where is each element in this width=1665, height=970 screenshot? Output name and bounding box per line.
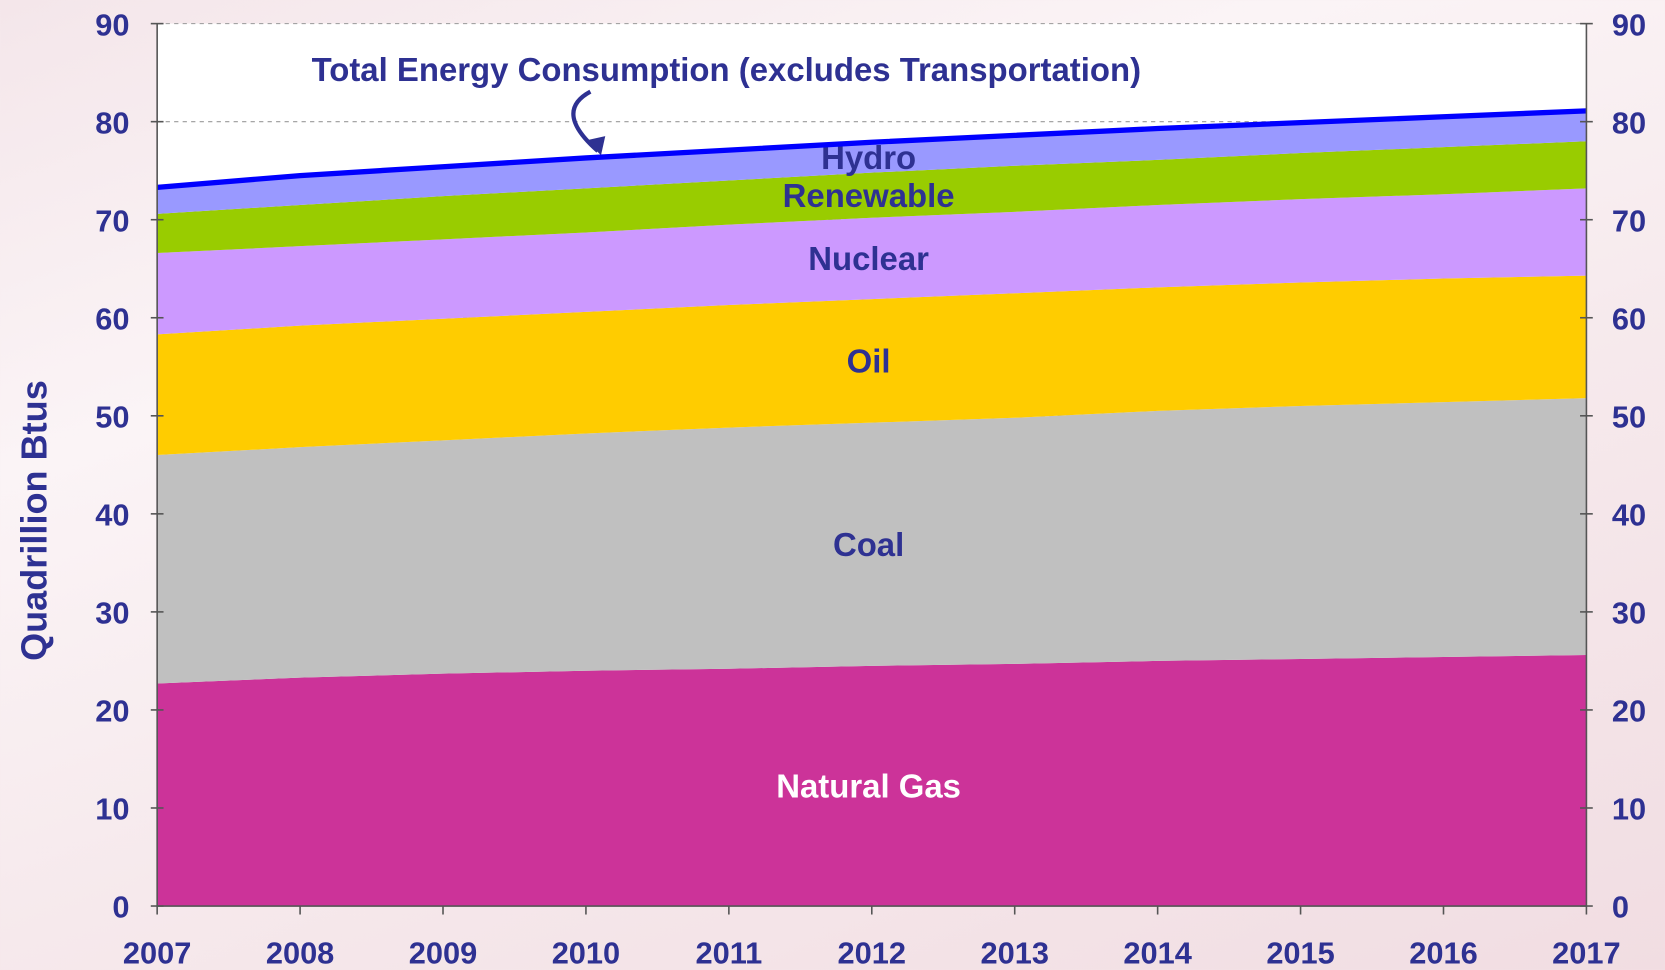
y-tick-label: 90 — [95, 7, 129, 42]
y2-tick-label: 30 — [1612, 596, 1646, 631]
x-tick-label: 2015 — [1266, 935, 1334, 970]
area — [157, 188, 1587, 335]
y-axis-title: Quadrillion Btus — [14, 380, 55, 661]
area-label: Renewable — [783, 177, 955, 214]
area — [157, 398, 1587, 684]
y-tick-label: 10 — [95, 792, 129, 827]
area-label: Nuclear — [808, 240, 929, 277]
area-label: Oil — [847, 343, 891, 380]
x-tick-label: 2008 — [266, 935, 334, 970]
area-label: Natural Gas — [776, 768, 961, 805]
total-line — [156, 108, 1587, 191]
x-tick-label: 2013 — [980, 935, 1048, 970]
y-tick-label: 50 — [95, 399, 129, 434]
total-annotation: Total Energy Consumption (excludes Trans… — [312, 51, 1141, 88]
y2-tick-label: 0 — [1612, 890, 1629, 925]
axes: 0 10 20 30 40 50 60 70 80 90 0 10 20 30 40 50 60 70 80 90 20… — [95, 7, 1646, 970]
x-tick-label: 2009 — [409, 935, 477, 970]
x-tick-label: 2010 — [552, 935, 620, 970]
x-tick-label: 2014 — [1123, 935, 1191, 970]
y2-tick-label: 10 — [1612, 792, 1646, 827]
y2-tick-label: 80 — [1612, 105, 1646, 140]
y-tick-label: 20 — [95, 694, 129, 729]
y-tick-label: 30 — [95, 596, 129, 631]
arrow-head — [586, 136, 606, 156]
y2-tick-label: 60 — [1612, 301, 1646, 336]
areas — [157, 110, 1587, 907]
x-tick-label: 2012 — [838, 935, 906, 970]
x-tick-label: 2017 — [1552, 935, 1620, 970]
area-label: Coal — [833, 526, 904, 563]
y2-tick-label: 50 — [1612, 399, 1646, 434]
x-tick-label: 2007 — [123, 935, 191, 970]
y2-tick-label: 20 — [1612, 694, 1646, 729]
y2-tick-label: 90 — [1612, 7, 1646, 42]
y-tick-label: 0 — [112, 890, 129, 925]
x-tick-label: 2011 — [695, 935, 762, 970]
area — [157, 655, 1587, 907]
y-tick-label: 60 — [95, 301, 129, 336]
y-tick-label: 70 — [95, 203, 129, 238]
x-tick-label: 2016 — [1409, 935, 1477, 970]
y-tick-label: 40 — [95, 498, 129, 533]
y-tick-label: 80 — [95, 105, 129, 140]
area — [157, 141, 1587, 254]
area — [157, 110, 1587, 214]
area — [157, 275, 1587, 456]
y2-tick-label: 40 — [1612, 498, 1646, 533]
y2-tick-label: 70 — [1612, 203, 1646, 238]
